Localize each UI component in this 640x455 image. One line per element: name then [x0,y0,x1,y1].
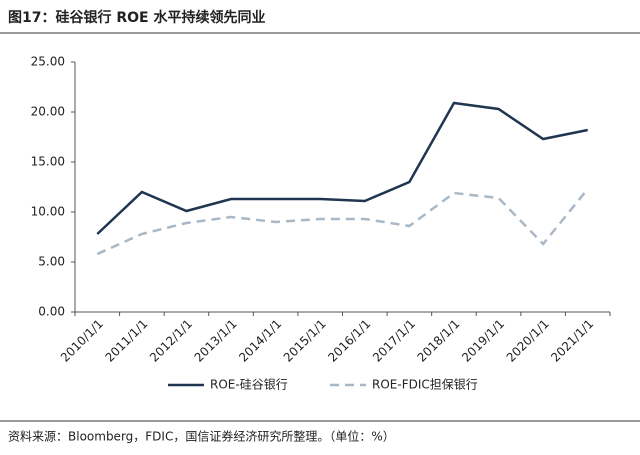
chart-title: 图17：硅谷银行 ROE 水平持续领先同业 [8,9,265,26]
x-tick-label: 2021/1/1 [548,317,596,365]
y-tick-label: 5.00 [38,255,65,269]
x-tick-label: 2017/1/1 [370,317,418,365]
legend-label: ROE-FDIC担保银行 [372,378,478,392]
x-tick-label: 2010/1/1 [58,317,106,365]
x-tick-label: 2020/1/1 [504,317,552,365]
y-tick-label: 0.00 [38,305,65,319]
x-tick-label: 2015/1/1 [281,317,329,365]
x-tick-label: 2014/1/1 [236,317,284,365]
y-tick-label: 25.00 [31,55,65,69]
x-tick-label: 2011/1/1 [102,317,150,365]
series-line [96,101,588,235]
x-tick-label: 2018/1/1 [415,317,463,365]
source-note: 资料来源：Bloomberg，FDIC，国信证券经济研究所整理。（单位：%） [8,429,395,444]
x-tick-label: 2016/1/1 [325,317,373,365]
y-tick-label: 15.00 [31,155,65,169]
x-tick-label: 2019/1/1 [459,317,507,365]
x-tick-label: 2013/1/1 [192,317,240,365]
legend-label: ROE-硅谷银行 [210,378,288,392]
x-tick-label: 2012/1/1 [147,317,195,365]
y-tick-label: 10.00 [31,205,65,219]
y-tick-label: 20.00 [31,105,65,119]
